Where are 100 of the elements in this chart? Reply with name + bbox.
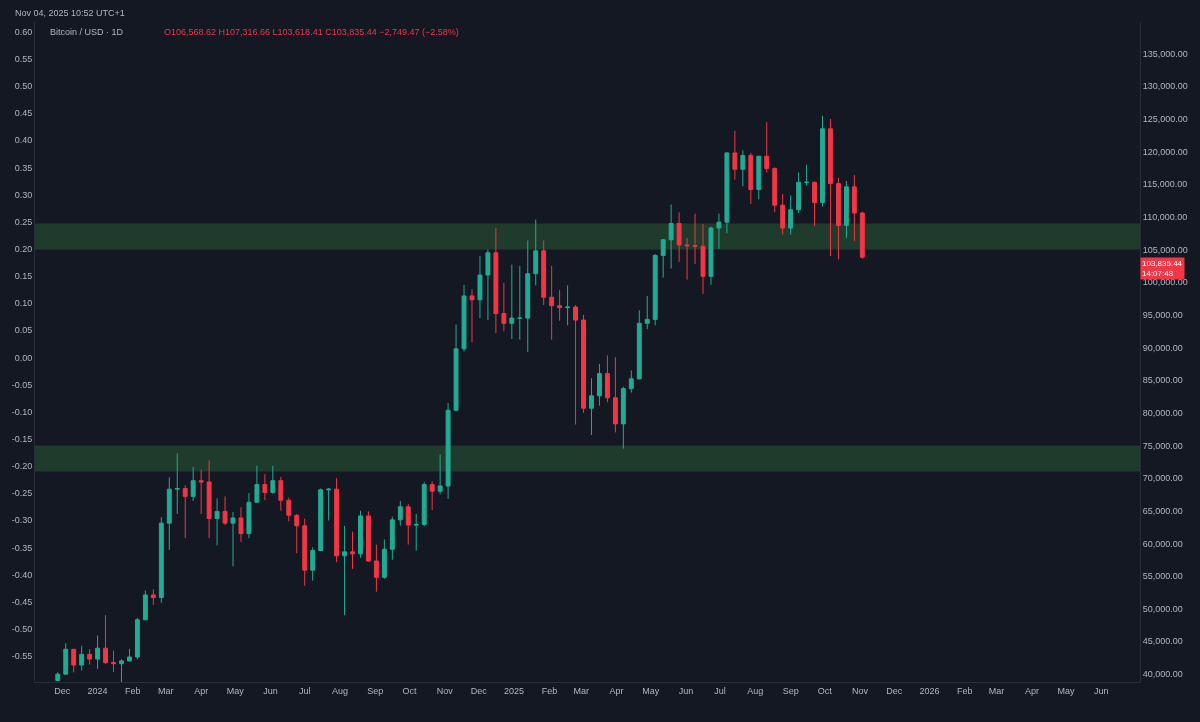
candlestick — [835, 177, 841, 260]
candlestick — [597, 363, 602, 407]
x-tick-label: Mar — [158, 685, 174, 696]
x-tick-label: Oct — [817, 685, 833, 696]
candlestick — [134, 617, 140, 660]
candlestick — [589, 377, 594, 436]
candlestick — [358, 510, 363, 559]
x-tick-label: Nov — [852, 685, 869, 696]
x-tick-label: Jul — [714, 685, 726, 696]
candlestick — [103, 614, 109, 665]
candlestick — [206, 459, 212, 539]
candlestick — [660, 238, 666, 279]
candlestick — [397, 500, 403, 527]
candlestick — [278, 476, 284, 512]
candlestick — [246, 492, 252, 539]
candlestick — [764, 121, 770, 173]
x-tick-label: May — [1057, 685, 1076, 696]
y-tick-label: 100,000.00 — [1142, 277, 1188, 288]
y2-tick-label: -0.50 — [11, 623, 33, 634]
candlestick — [772, 166, 778, 213]
candlestick — [628, 369, 634, 394]
candlestick — [573, 304, 578, 426]
y2-tick-label: 0.45 — [14, 108, 33, 119]
x-tick-label: Aug — [331, 685, 348, 696]
candlestick — [95, 634, 101, 670]
y-tick-label: 50,000.00 — [1142, 603, 1183, 614]
candlestick — [166, 476, 172, 551]
y2-tick-label: 0.00 — [14, 352, 33, 363]
candlestick — [461, 284, 467, 352]
candlestick — [421, 481, 427, 527]
candlestick — [87, 648, 93, 665]
x-tick-label: Apr — [1024, 685, 1039, 696]
candlestick — [174, 452, 180, 515]
candlestick — [843, 180, 849, 239]
candlestick — [429, 480, 435, 511]
candlestick — [493, 227, 499, 334]
y2-tick-label: -0.55 — [11, 651, 33, 662]
candlestick — [381, 538, 387, 580]
candlestick — [644, 295, 650, 330]
candlestick — [294, 513, 300, 554]
candlestick — [302, 518, 308, 587]
y2-tick-label: 0.60 — [14, 26, 33, 37]
candlestick — [310, 546, 316, 582]
x-tick-label: Mar — [573, 685, 589, 696]
x-tick-label: 2025 — [504, 685, 525, 696]
candlestick — [581, 314, 586, 414]
y-tick-label: 90,000.00 — [1142, 342, 1183, 353]
y2-tick-label: -0.45 — [11, 596, 33, 607]
candlestick — [342, 525, 347, 616]
candlestick — [565, 284, 571, 326]
y2-tick-label: -0.40 — [11, 569, 33, 580]
y-tick-label: 75,000.00 — [1142, 440, 1183, 451]
y-tick-label: 55,000.00 — [1142, 571, 1183, 582]
y-tick-label: 120,000.00 — [1142, 146, 1188, 157]
candlestick — [796, 172, 802, 214]
x-tick-label: Jul — [298, 685, 311, 696]
candlestick — [541, 239, 547, 306]
candlestick — [780, 193, 786, 236]
candlestick — [740, 149, 746, 187]
candlestick — [158, 516, 164, 604]
candlestick — [724, 151, 730, 234]
y2-tick-label: 0.10 — [14, 298, 33, 309]
x-tick-label: Apr — [609, 685, 624, 696]
x-tick-label: 2024 — [87, 685, 108, 696]
candlestick — [79, 645, 85, 672]
y2-tick-label: 0.35 — [14, 162, 33, 173]
candlestick — [820, 115, 825, 207]
candlestick — [676, 211, 682, 263]
candlestick — [63, 642, 69, 675]
candlestick — [485, 249, 491, 321]
x-tick-label: Dec — [886, 685, 903, 696]
candlestick — [692, 213, 698, 265]
candlestick — [477, 255, 483, 319]
x-tick-label: Feb — [956, 685, 973, 696]
candlestick — [851, 174, 857, 242]
y2-tick-label: -0.05 — [11, 379, 33, 390]
candlestick — [859, 211, 865, 260]
candlestick — [142, 589, 148, 621]
candlestick — [684, 237, 690, 281]
x-tick-label: Jun — [263, 685, 278, 696]
y-tick-label: 60,000.00 — [1142, 538, 1183, 549]
x-tick-label: Feb — [125, 685, 141, 696]
x-tick-label: Feb — [541, 685, 558, 696]
y-tick-label: 85,000.00 — [1142, 375, 1183, 386]
candlestick — [812, 181, 817, 227]
y-tick-label: 110,000.00 — [1142, 212, 1188, 223]
y2-tick-label: -0.25 — [11, 488, 33, 499]
y-tick-label: 40,000.00 — [1142, 669, 1183, 680]
y-tick-label: 115,000.00 — [1142, 179, 1188, 190]
x-tick-label: Jun — [1094, 685, 1109, 696]
text: O106,568.62 H107,316.66 L103,618.41 C103,835.44 −2,749.47 (−2.58%) — [164, 27, 459, 37]
candlestick — [111, 650, 116, 673]
x-tick-label: Sep — [367, 685, 384, 696]
y-tick-label: 130,000.00 — [1142, 81, 1188, 92]
y-tick-label: 45,000.00 — [1142, 636, 1183, 647]
y-tick-label: 65,000.00 — [1142, 505, 1183, 516]
y2-tick-label: 0.15 — [14, 271, 33, 282]
candlestick — [150, 588, 156, 606]
y2-tick-label: -0.15 — [11, 433, 33, 444]
candlestick — [620, 386, 626, 450]
